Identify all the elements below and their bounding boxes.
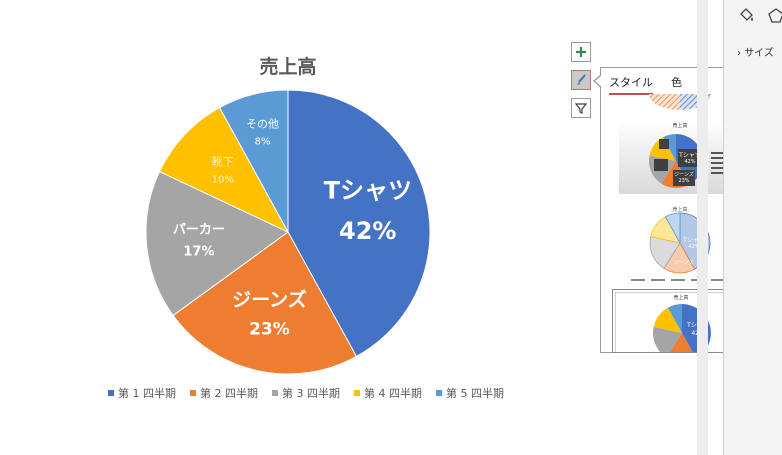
- chart-filters-button[interactable]: [571, 98, 591, 118]
- paint-bucket-icon[interactable]: [736, 6, 756, 26]
- slice-value-label: 17%: [183, 244, 214, 259]
- thumb-main-value: 42%: [684, 159, 696, 165]
- style-panel-tabs: スタイル 色: [609, 74, 682, 95]
- thumb-main-label: Tシャツ: [679, 152, 701, 159]
- legend-label: 第 5 四半期: [446, 387, 504, 400]
- pie-data-labels: Tシャツ 42% ジーンズ 23% パーカー 17% 靴下 10% その他 8%: [173, 117, 412, 339]
- chevron-right-icon: ›: [737, 48, 741, 59]
- tab-color[interactable]: 色: [671, 76, 682, 89]
- pie-slice[interactable]: [172, 231, 358, 375]
- slice-value-label: 8%: [255, 136, 271, 147]
- slice-category-label: 靴下: [212, 154, 234, 168]
- style-thumb-2[interactable]: 売上高 Tシャツ 42% ジーンズ 23%: [619, 120, 741, 194]
- legend-swatch: [354, 390, 360, 396]
- legend-item-1[interactable]: 第 1 四半期: [108, 385, 176, 401]
- legend-swatch: [272, 390, 278, 396]
- thumb-second-label: ジーンズ: [674, 260, 694, 266]
- legend-swatch: [436, 390, 442, 396]
- thumb-title: 売上高: [672, 207, 688, 213]
- slice-category-label: パーカー: [173, 222, 225, 237]
- legend-label: 第 3 四半期: [282, 387, 340, 400]
- style-thumb-graphic: [648, 134, 729, 189]
- thumb-main-label: Tシャツ: [683, 237, 705, 244]
- slice-value-label: 23%: [249, 320, 290, 340]
- legend-item-2[interactable]: 第 2 四半期: [190, 385, 258, 401]
- chart-title[interactable]: 売上高: [259, 56, 317, 78]
- size-section-label: サイズ: [744, 48, 774, 59]
- legend-label: 第 4 四半期: [364, 387, 422, 400]
- thumb-second-label: ジーンズ: [674, 172, 694, 178]
- pie-slice[interactable]: [218, 89, 289, 233]
- legend-label: 第 1 四半期: [118, 387, 176, 400]
- thumb-title: 売上高: [673, 295, 689, 301]
- chart-legend[interactable]: 第 1 四半期 第 2 四半期 第 3 四半期 第 4 四半期 第 5 四半期: [108, 385, 504, 401]
- pentagon-icon[interactable]: [768, 7, 782, 25]
- pie-slice[interactable]: [287, 89, 431, 358]
- legend-item-3[interactable]: 第 3 四半期: [272, 385, 340, 401]
- slice-value-label: 10%: [212, 174, 234, 185]
- size-section-toggle[interactable]: › サイズ: [737, 44, 774, 59]
- format-pane: [724, 0, 782, 455]
- thumb-main-value: 42%: [688, 244, 700, 250]
- workspace-scrollbar[interactable]: [697, 0, 708, 455]
- chart-elements-button[interactable]: [571, 42, 591, 62]
- thumb-title: 売上高: [672, 123, 688, 129]
- legend-item-4[interactable]: 第 4 四半期: [354, 385, 422, 401]
- slice-category-label: ジーンズ: [232, 288, 307, 311]
- brush-icon: [577, 74, 586, 85]
- legend-swatch: [108, 390, 114, 396]
- legend-swatch: [190, 390, 196, 396]
- chart-styles-button[interactable]: [571, 70, 591, 90]
- pane-divider: [723, 0, 724, 455]
- legend-label: 第 2 四半期: [200, 387, 258, 400]
- tab-style[interactable]: スタイル: [609, 74, 653, 95]
- slice-category-label: その他: [246, 117, 279, 130]
- legend-item-5[interactable]: 第 5 四半期: [436, 385, 504, 401]
- slice-category-label: Tシャツ: [324, 176, 412, 204]
- pie-chart[interactable]: [145, 89, 431, 375]
- pie-slice[interactable]: [145, 170, 289, 317]
- funnel-icon: [574, 103, 588, 114]
- panel-pointer-fill: [595, 75, 602, 87]
- thumb-second-value: 23%: [678, 178, 690, 184]
- pie-slice[interactable]: [158, 106, 290, 234]
- plus-icon: [576, 47, 586, 57]
- slice-value-label: 42%: [339, 217, 396, 245]
